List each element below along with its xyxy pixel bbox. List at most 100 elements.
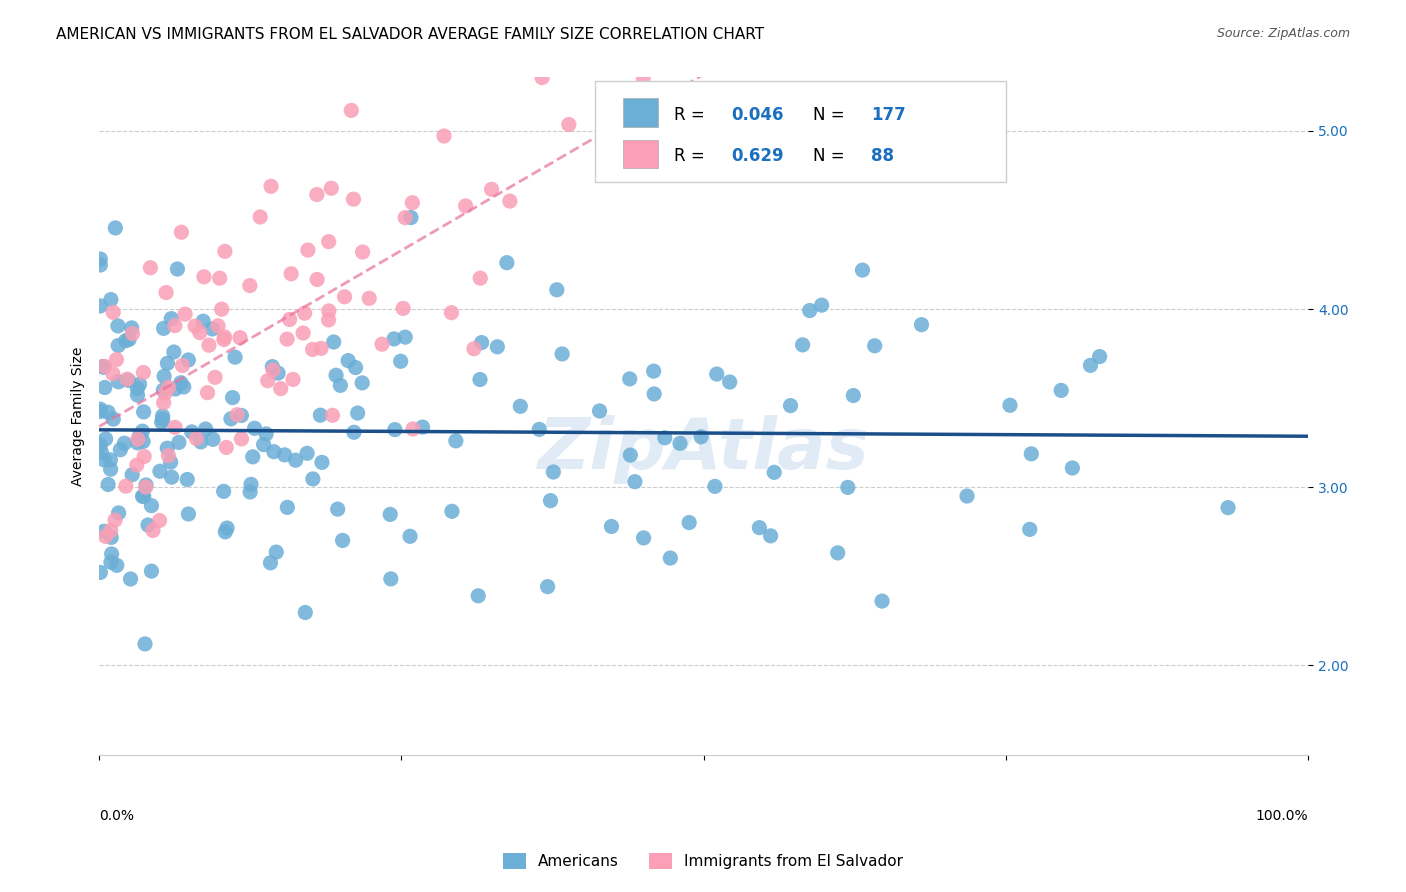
Americans (254, 426, 277, 441)
Americans (104, 221, 127, 235)
Americans (89, 402, 111, 417)
Text: R =: R = (673, 147, 710, 165)
Immigrants from El Salvador (305, 187, 328, 202)
Americans (132, 405, 155, 419)
Americans (152, 321, 174, 335)
Americans (343, 425, 366, 440)
Immigrants from El Salvador (148, 514, 170, 528)
Americans (322, 334, 344, 349)
Text: ZipAtlas: ZipAtlas (538, 416, 870, 484)
Americans (134, 637, 156, 651)
Americans (156, 442, 179, 456)
Americans (132, 434, 155, 449)
Americans (97, 405, 120, 419)
Immigrants from El Salvador (100, 524, 122, 538)
Americans (89, 438, 111, 452)
Immigrants from El Salvador (633, 70, 655, 85)
Immigrants from El Salvador (280, 267, 302, 281)
Immigrants from El Salvador (132, 366, 155, 380)
Immigrants from El Salvador (392, 301, 415, 316)
Americans (263, 444, 285, 458)
Immigrants from El Salvador (249, 210, 271, 224)
Americans (779, 399, 801, 413)
Americans (149, 464, 172, 478)
Americans (496, 256, 519, 270)
Immigrants from El Salvador (333, 290, 356, 304)
Americans (239, 485, 262, 500)
Immigrants from El Salvador (105, 352, 128, 367)
Immigrants from El Salvador (278, 312, 301, 326)
Americans (643, 387, 665, 401)
Immigrants from El Salvador (318, 304, 340, 318)
Americans (344, 360, 367, 375)
Americans (346, 406, 368, 420)
Immigrants from El Salvador (229, 331, 252, 345)
Americans (703, 479, 725, 493)
Americans (1080, 359, 1102, 373)
Americans (107, 506, 129, 520)
Immigrants from El Salvador (231, 432, 253, 446)
Immigrants from El Salvador (207, 318, 229, 333)
Americans (93, 453, 115, 467)
Americans (411, 420, 433, 434)
Americans (150, 415, 173, 429)
Americans (1062, 461, 1084, 475)
Americans (718, 375, 741, 389)
Americans (536, 580, 558, 594)
Americans (193, 314, 215, 328)
Americans (201, 322, 224, 336)
Immigrants from El Salvador (340, 103, 363, 118)
Americans (97, 477, 120, 491)
Immigrants from El Salvador (371, 337, 394, 351)
Americans (380, 572, 402, 586)
Americans (325, 368, 347, 383)
Americans (128, 377, 150, 392)
Americans (302, 472, 325, 486)
Americans (219, 412, 242, 426)
Immigrants from El Salvador (125, 458, 148, 472)
Immigrants from El Salvador (463, 342, 485, 356)
Immigrants from El Salvador (394, 211, 416, 225)
Americans (214, 524, 236, 539)
Americans (212, 484, 235, 499)
Americans (329, 378, 352, 392)
Americans (440, 504, 463, 518)
Americans (89, 404, 111, 418)
Immigrants from El Salvador (402, 422, 425, 436)
Americans (624, 475, 647, 489)
Immigrants from El Salvador (309, 342, 332, 356)
Immigrants from El Salvador (135, 480, 157, 494)
Immigrants from El Salvador (134, 450, 156, 464)
Immigrants from El Salvador (481, 182, 503, 196)
Text: N =: N = (813, 147, 849, 165)
Americans (177, 507, 200, 521)
Immigrants from El Salvador (155, 285, 177, 300)
Americans (166, 262, 188, 277)
Immigrants from El Salvador (186, 432, 208, 446)
Immigrants from El Salvador (157, 449, 180, 463)
Americans (619, 448, 641, 462)
Americans (152, 412, 174, 426)
Americans (89, 299, 111, 313)
Americans (135, 478, 157, 492)
Americans (1050, 384, 1073, 398)
Americans (132, 489, 155, 503)
Americans (837, 480, 859, 494)
Americans (842, 388, 865, 402)
Americans (295, 446, 318, 460)
Americans (863, 339, 886, 353)
Americans (309, 408, 332, 422)
Americans (540, 493, 562, 508)
Americans (201, 433, 224, 447)
Americans (240, 477, 263, 491)
Americans (221, 391, 243, 405)
Americans (998, 398, 1021, 412)
Americans (399, 529, 422, 543)
Americans (706, 367, 728, 381)
Immigrants from El Salvador (153, 386, 176, 401)
FancyBboxPatch shape (623, 140, 658, 168)
Americans (546, 283, 568, 297)
Americans (160, 470, 183, 484)
Immigrants from El Salvador (174, 307, 197, 321)
Americans (190, 434, 212, 449)
